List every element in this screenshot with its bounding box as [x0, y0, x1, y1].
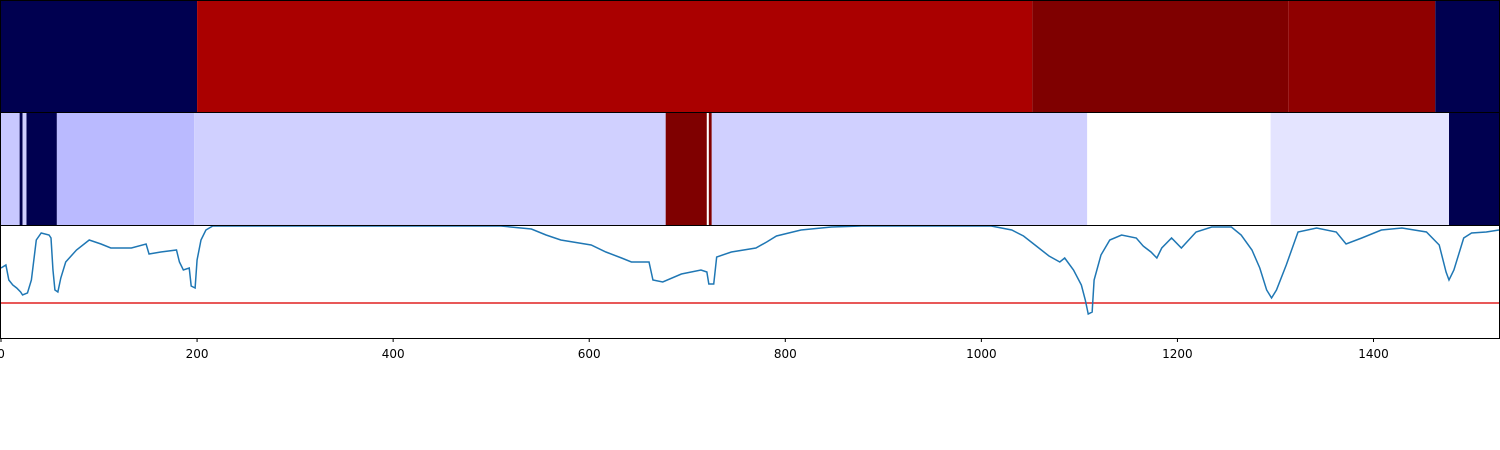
segment: [665, 113, 707, 225]
segment: [706, 113, 709, 225]
segment: [1, 113, 20, 225]
segment: [22, 113, 27, 225]
x-tick-label: 1200: [1162, 347, 1193, 361]
segment: [708, 113, 712, 225]
x-tick-label: 1400: [1358, 347, 1389, 361]
x-tick-label: 800: [774, 347, 797, 361]
segment: [1449, 113, 1499, 225]
segment: [711, 113, 1088, 225]
segment: [1270, 113, 1450, 225]
x-tick-label: 600: [578, 347, 601, 361]
segment: [1032, 1, 1289, 112]
x-tick-label: 200: [186, 347, 209, 361]
segment: [1288, 1, 1436, 112]
segment: [26, 113, 57, 225]
segment: [19, 113, 23, 225]
segment: [1435, 1, 1499, 112]
segment: [56, 113, 195, 225]
segment: [197, 1, 1033, 112]
line-series: [0, 225, 1500, 316]
x-tick-label: 1000: [966, 347, 997, 361]
segment: [1, 1, 198, 112]
x-tick-label: 400: [382, 347, 405, 361]
panel-frame: [0, 225, 1500, 339]
segment: [1087, 113, 1271, 225]
segment: [194, 113, 666, 225]
x-tick-label: 0: [0, 347, 5, 361]
